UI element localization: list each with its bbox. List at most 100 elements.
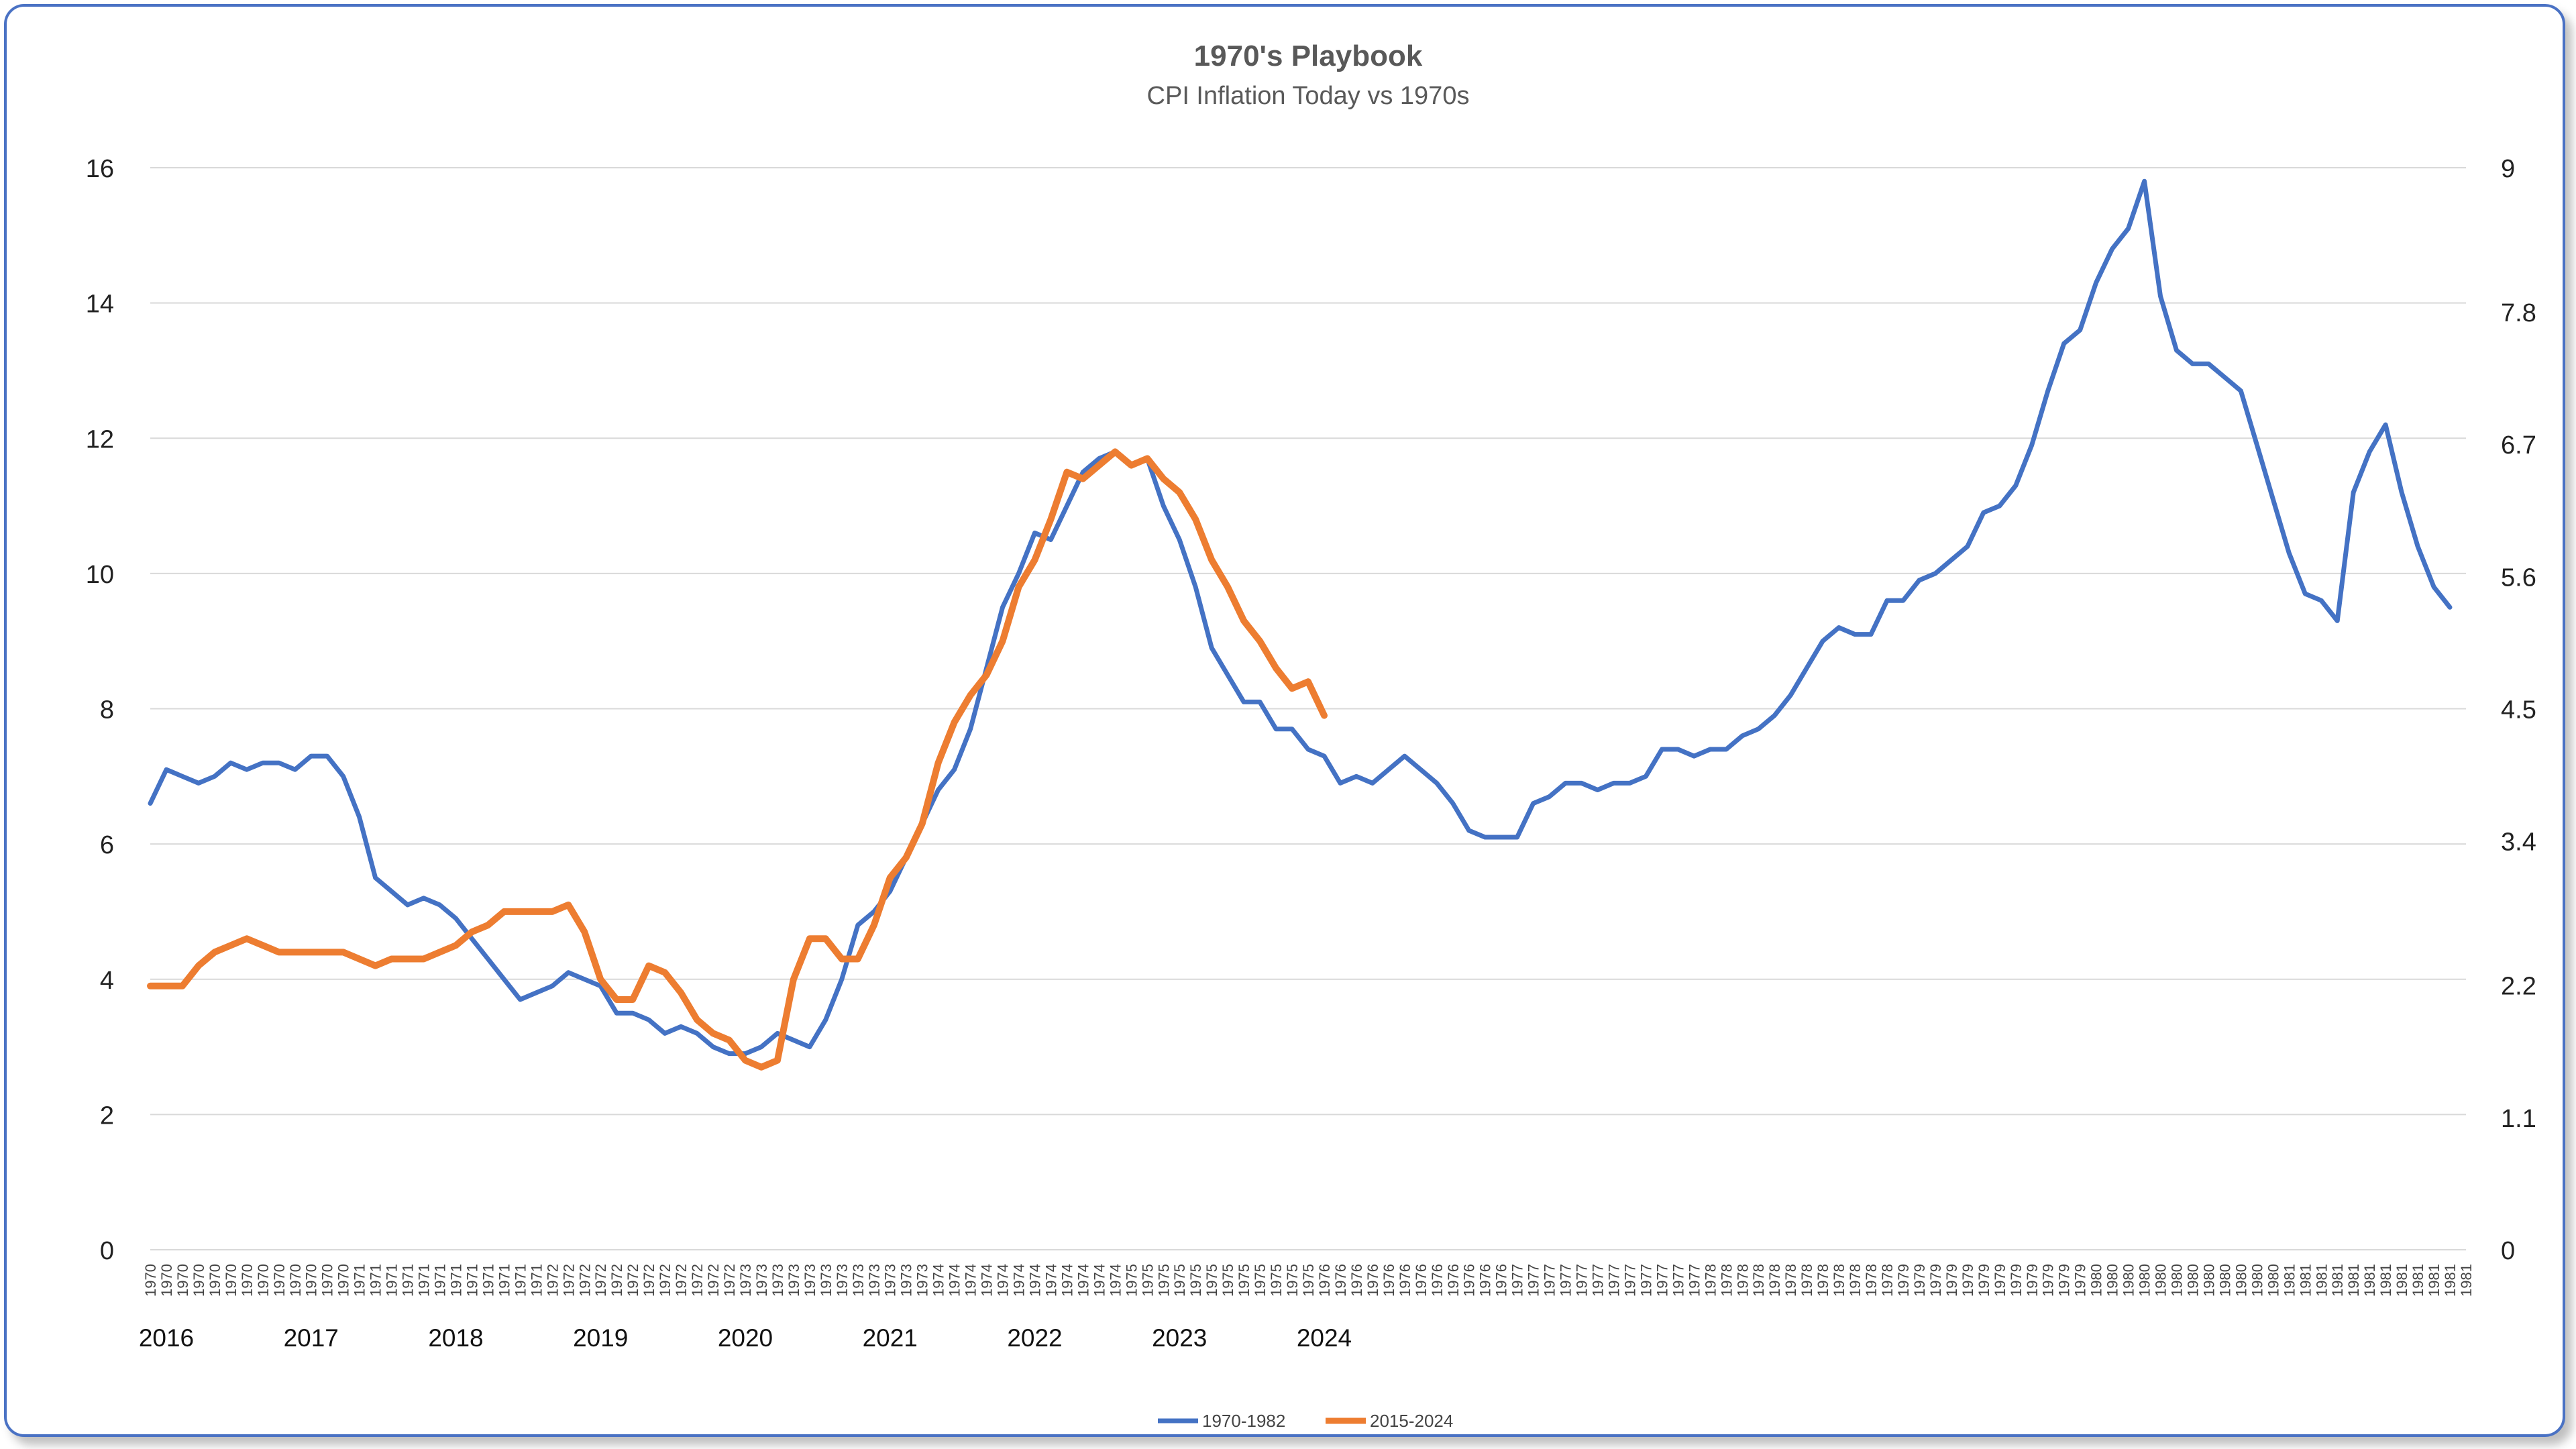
- x-tick-label: 1980: [2265, 1264, 2282, 1297]
- x-tick-label: 1975: [1139, 1264, 1156, 1297]
- x-tick-label: 1970: [223, 1264, 239, 1297]
- x-tick-label: 1978: [1863, 1264, 1880, 1297]
- x-tick-label: 1972: [657, 1264, 674, 1297]
- x-tick-label: 1976: [1397, 1264, 1413, 1297]
- x-tick-label: 1974: [1011, 1264, 1028, 1297]
- x-tick-label: 1971: [416, 1264, 433, 1297]
- x-tick-label: 1978: [1734, 1264, 1751, 1297]
- right-tick-label: 2.2: [2501, 973, 2536, 1001]
- x-tick-label: 1975: [1171, 1264, 1188, 1297]
- x-tick-label: 1979: [1976, 1264, 1992, 1297]
- left-tick-label: 10: [86, 561, 114, 589]
- x-tick-label: 1975: [1284, 1264, 1301, 1297]
- x-tick-label: 1978: [1718, 1264, 1735, 1297]
- x-tick-label: 1976: [1445, 1264, 1462, 1297]
- x-tick-label: 1976: [1316, 1264, 1333, 1297]
- year-label: 2016: [139, 1324, 194, 1352]
- x-tick-label: 1972: [673, 1264, 690, 1297]
- x-tick-label: 1973: [898, 1264, 915, 1297]
- x-tick-label: 1981: [2394, 1264, 2410, 1297]
- x-tick-label: 1977: [1621, 1264, 1638, 1297]
- x-tick-label: 1972: [641, 1264, 657, 1297]
- x-tick-label: 1970: [191, 1264, 207, 1297]
- x-tick-label: 1974: [1075, 1264, 1091, 1297]
- x-tick-label: 1972: [625, 1264, 641, 1297]
- x-tick-label: 1971: [384, 1264, 400, 1297]
- year-label: 2020: [718, 1324, 773, 1352]
- x-tick-label: 1971: [448, 1264, 465, 1297]
- x-tick-label: 1980: [2169, 1264, 2186, 1297]
- x-tick-label: 1971: [432, 1264, 449, 1297]
- left-axis-ticks: 0 2 4 6 8 10 12 14 16: [86, 155, 114, 1265]
- x-tick-label: 1975: [1220, 1264, 1236, 1297]
- x-tick-label: 1980: [2233, 1264, 2249, 1297]
- x-tick-label: 1977: [1525, 1264, 1542, 1297]
- right-tick-label: 1.1: [2501, 1105, 2536, 1133]
- x-tick-label: 1978: [1750, 1264, 1767, 1297]
- x-tick-label: 1979: [1911, 1264, 1928, 1297]
- left-tick-label: 14: [86, 290, 114, 319]
- x-tick-label: 1978: [1831, 1264, 1847, 1297]
- x-tick-label: 1974: [1042, 1264, 1059, 1297]
- x-tick-label: 1971: [528, 1264, 545, 1297]
- x-tick-label: 1976: [1364, 1264, 1381, 1297]
- x-tick-label: 1977: [1509, 1264, 1526, 1297]
- x-tick-label: 1979: [2024, 1264, 2041, 1297]
- x-tick-label: 1971: [480, 1264, 496, 1297]
- x-tick-label: 1976: [1381, 1264, 1397, 1297]
- x-tick-label: 1972: [560, 1264, 577, 1297]
- x-tick-label: 1975: [1268, 1264, 1285, 1297]
- year-label: 2019: [573, 1324, 628, 1352]
- chart-title: 1970's Playbook: [1194, 40, 1423, 72]
- gridlines: [150, 167, 2466, 1250]
- left-tick-label: 0: [100, 1237, 114, 1265]
- x-tick-label: 1980: [2137, 1264, 2153, 1297]
- x-tick-label: 1972: [576, 1264, 593, 1297]
- x-tick-label: 1973: [914, 1264, 931, 1297]
- x-tick-label: 1976: [1493, 1264, 1510, 1297]
- x-tick-label: 1976: [1429, 1264, 1446, 1297]
- x-tick-label: 1980: [2200, 1264, 2217, 1297]
- x-tick-label: 1978: [1766, 1264, 1783, 1297]
- year-label: 2021: [863, 1324, 918, 1352]
- x-tick-label: 1980: [2216, 1264, 2233, 1297]
- x-tick-label: 1974: [963, 1264, 979, 1297]
- x-tick-label: 1970: [303, 1264, 320, 1297]
- x-tick-label: 1970: [255, 1264, 272, 1297]
- x-tick-label: 1970: [271, 1264, 288, 1297]
- x-tick-label: 1970: [174, 1264, 191, 1297]
- x-tick-label: 1979: [2056, 1264, 2073, 1297]
- x-tick-label: 1977: [1590, 1264, 1607, 1297]
- legend: 1970-1982 2015-2024: [1158, 1411, 1453, 1431]
- x-tick-label: 1978: [1799, 1264, 1815, 1297]
- x-tick-label: 1979: [2008, 1264, 2025, 1297]
- right-tick-label: 9: [2501, 155, 2515, 183]
- x-tick-label: 1981: [2297, 1264, 2314, 1297]
- x-tick-label: 1981: [2410, 1264, 2426, 1297]
- x-tick-label: 1975: [1123, 1264, 1140, 1297]
- year-label: 2022: [1007, 1324, 1062, 1352]
- x-tick-label: 1977: [1670, 1264, 1686, 1297]
- x-tick-label: 1970: [158, 1264, 175, 1297]
- x-tick-label: 1978: [1879, 1264, 1896, 1297]
- x-tick-label: 1972: [705, 1264, 722, 1297]
- x-tick-label: 1977: [1686, 1264, 1703, 1297]
- x-tick-label: 1977: [1542, 1264, 1558, 1297]
- right-tick-label: 7.8: [2501, 299, 2536, 327]
- x-tick-label: 1973: [737, 1264, 754, 1297]
- x-tick-label: 1970: [335, 1264, 352, 1297]
- legend-label: 1970-1982: [1202, 1411, 1285, 1431]
- x-tick-label: 1973: [786, 1264, 802, 1297]
- x-tick-label: 1970: [287, 1264, 304, 1297]
- x-tick-label: 1974: [1091, 1264, 1108, 1297]
- x-tick-label: 1974: [979, 1264, 996, 1297]
- chart-frame: 1970's Playbook CPI Inflation Today vs 1…: [4, 4, 2565, 1437]
- x-tick-label: 1977: [1638, 1264, 1654, 1297]
- x-tick-label: 1971: [512, 1264, 529, 1297]
- right-axis-ticks: 0 1.1 2.2 3.4 4.5 5.6 6.7 7.8 9: [2501, 155, 2536, 1265]
- x-tick-label: 1974: [995, 1264, 1012, 1297]
- right-tick-label: 3.4: [2501, 828, 2536, 857]
- x-tick-label: 1979: [1943, 1264, 1960, 1297]
- x-tick-label: 1973: [769, 1264, 786, 1297]
